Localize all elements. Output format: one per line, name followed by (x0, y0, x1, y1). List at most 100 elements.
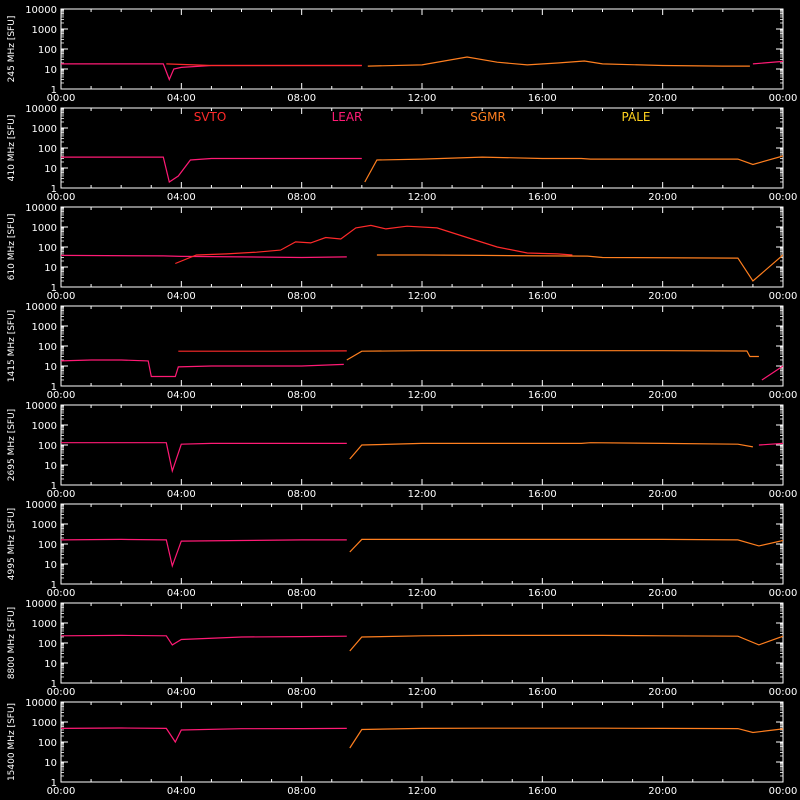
y-tick-label: 10 (44, 263, 57, 274)
series-line-lear (752, 60, 783, 65)
series-line-lear (761, 365, 783, 381)
y-tick-label: 100 (38, 342, 57, 353)
plot-frame (60, 305, 784, 387)
x-tick-label: 00:00 (47, 786, 76, 797)
series-line-sgmr (349, 634, 783, 652)
x-tick-label: 00:00 (47, 588, 76, 599)
x-tick-label: 00:00 (769, 489, 798, 500)
x-tick-label: 20:00 (648, 687, 677, 698)
x-tick-label: 08:00 (287, 588, 316, 599)
y-tick-label: 1 (51, 283, 57, 294)
x-tick-label: 16:00 (528, 489, 557, 500)
y-tick-label: 1000 (32, 223, 57, 234)
x-tick-label: 00:00 (769, 588, 798, 599)
plot-frame (60, 701, 784, 783)
series-line-sgmr (364, 155, 783, 183)
y-tick-label: 1 (51, 580, 57, 591)
panel-6: 1 10 100 1000 10000 00:00 04:00 08:00 12:00 16:00… (7, 500, 797, 599)
x-tick-label: 12:00 (408, 192, 437, 203)
x-tick-label: 00:00 (47, 390, 76, 401)
y-tick-label: 1000 (32, 619, 57, 630)
series-line-lear (61, 538, 347, 569)
series-line-sgmr (346, 350, 759, 361)
series-line-lear (61, 359, 344, 378)
x-tick-label: 20:00 (648, 390, 677, 401)
series-line-svto (175, 224, 573, 265)
y-axis-label: 15400 MHz [SFU] (7, 703, 17, 781)
x-tick-label: 00:00 (769, 192, 798, 203)
x-tick-label: 16:00 (528, 786, 557, 797)
y-tick-label: 10 (44, 659, 57, 670)
panel-7: 1 10 100 1000 10000 00:00 04:00 08:00 12:00 16:00… (7, 599, 797, 698)
series-line-sgmr (349, 727, 783, 749)
series-line-lear (61, 254, 347, 259)
x-tick-label: 12:00 (408, 687, 437, 698)
y-axis-label: 1415 MHz [SFU] (7, 310, 17, 382)
plot-frame (60, 602, 784, 684)
x-tick-label: 04:00 (167, 291, 196, 302)
x-tick-label: 00:00 (769, 291, 798, 302)
panel-4: 1 10 100 1000 10000 00:00 04:00 08:00 12:00 16:00… (7, 302, 797, 401)
x-tick-label: 20:00 (648, 291, 677, 302)
plot-frame (60, 107, 784, 189)
series-line-lear (61, 63, 362, 82)
series-line-lear (758, 442, 783, 446)
x-tick-label: 00:00 (769, 93, 798, 104)
y-tick-label: 100 (38, 639, 57, 650)
x-tick-label: 00:00 (47, 93, 76, 104)
x-tick-label: 08:00 (287, 489, 316, 500)
y-axis-label: 8800 MHz [SFU] (7, 607, 17, 679)
x-tick-label: 20:00 (648, 192, 677, 203)
series-line-sgmr (376, 254, 783, 282)
x-tick-label: 00:00 (47, 192, 76, 203)
y-tick-label: 10000 (25, 500, 57, 511)
legend-sgmr: SGMR (470, 110, 506, 124)
y-tick-label: 100 (38, 738, 57, 749)
x-tick-label: 04:00 (167, 489, 196, 500)
x-tick-label: 00:00 (47, 687, 76, 698)
series-line-lear (61, 156, 362, 183)
y-tick-label: 100 (38, 144, 57, 155)
x-tick-label: 16:00 (528, 291, 557, 302)
x-tick-label: 00:00 (47, 291, 76, 302)
legend-lear: LEAR (332, 110, 363, 124)
series-line-sgmr (367, 56, 750, 67)
x-tick-label: 04:00 (167, 390, 196, 401)
y-tick-label: 10000 (25, 5, 57, 16)
x-tick-label: 20:00 (648, 786, 677, 797)
x-tick-label: 08:00 (287, 93, 316, 104)
x-tick-label: 00:00 (47, 489, 76, 500)
y-tick-label: 10000 (25, 302, 57, 313)
y-tick-label: 10 (44, 164, 57, 175)
x-tick-label: 08:00 (287, 390, 316, 401)
y-tick-label: 1 (51, 778, 57, 789)
y-tick-label: 10 (44, 65, 57, 76)
x-tick-label: 00:00 (769, 687, 798, 698)
plot-frame (60, 206, 784, 288)
y-tick-label: 10 (44, 362, 57, 373)
x-tick-label: 12:00 (408, 489, 437, 500)
panel-1: 1 10 100 1000 10000 00:00 04:00 08:00 12:00 16:00… (7, 5, 797, 104)
y-tick-label: 1000 (32, 520, 57, 531)
y-tick-label: 10000 (25, 698, 57, 709)
y-axis-label: 245 MHz [SFU] (7, 16, 17, 83)
y-tick-label: 1 (51, 481, 57, 492)
y-tick-label: 1000 (32, 124, 57, 135)
y-tick-label: 1000 (32, 718, 57, 729)
y-tick-label: 1 (51, 382, 57, 393)
y-tick-label: 1000 (32, 421, 57, 432)
y-tick-label: 1000 (32, 322, 57, 333)
y-tick-label: 10000 (25, 401, 57, 412)
x-tick-label: 04:00 (167, 192, 196, 203)
x-tick-label: 04:00 (167, 93, 196, 104)
y-tick-label: 10 (44, 758, 57, 769)
series-line-sgmr (349, 442, 754, 460)
series-line-sgmr (349, 538, 783, 553)
x-tick-label: 12:00 (408, 390, 437, 401)
y-axis-label: 410 MHz [SFU] (7, 115, 17, 182)
x-tick-label: 08:00 (287, 786, 316, 797)
x-tick-label: 12:00 (408, 291, 437, 302)
x-tick-label: 08:00 (287, 687, 316, 698)
x-tick-label: 16:00 (528, 93, 557, 104)
y-tick-label: 10 (44, 560, 57, 571)
